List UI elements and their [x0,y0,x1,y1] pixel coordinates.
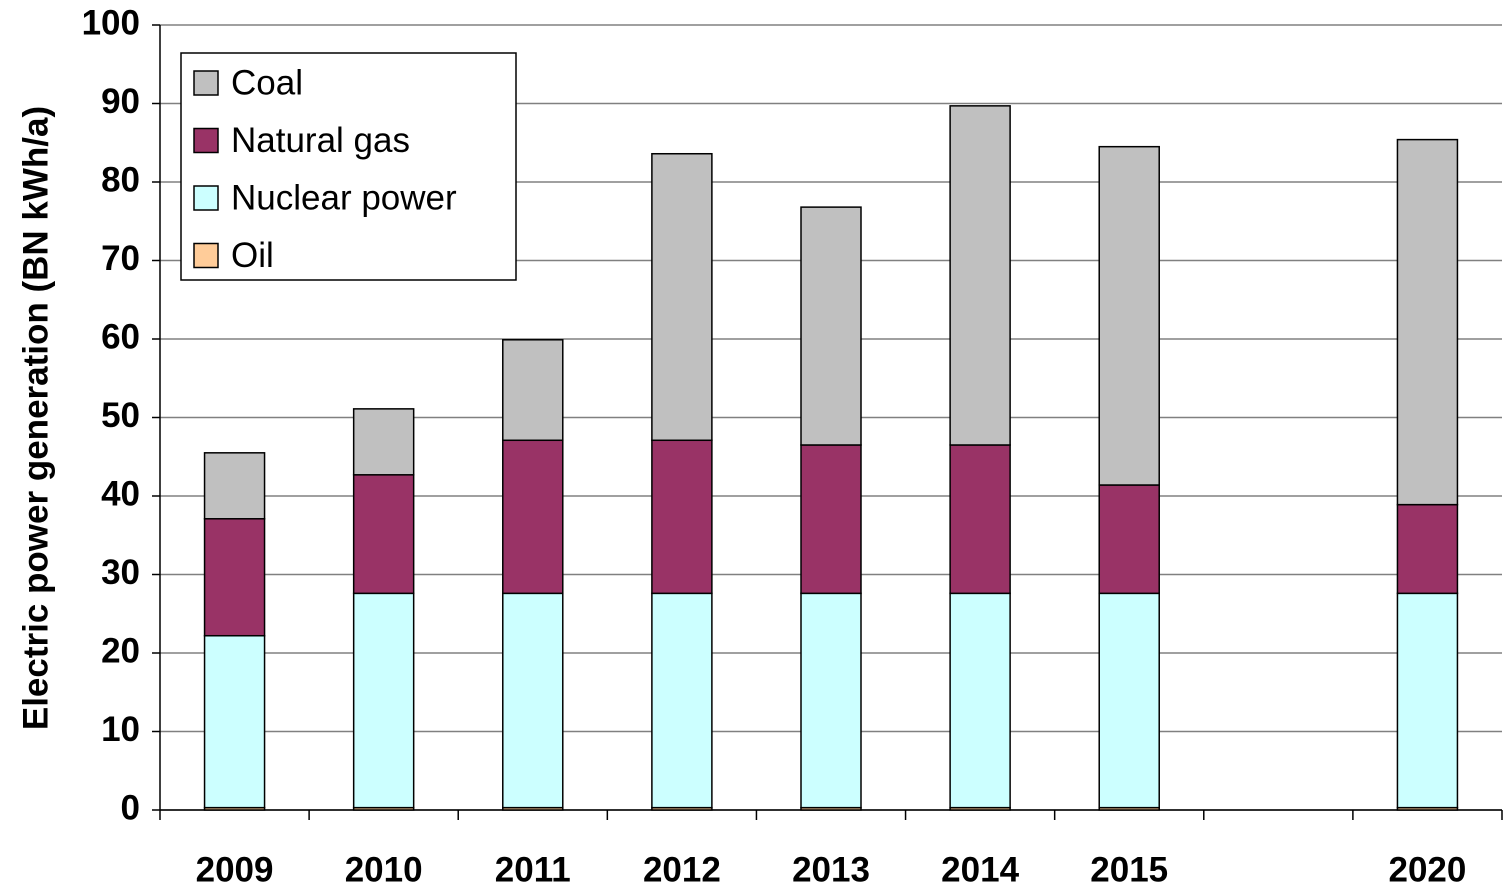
x-tick-label: 2011 [495,850,571,889]
legend-label: Nuclear power [231,178,457,217]
y-axis-label: Electric power generation (BN kWh/a) [16,106,55,730]
bar-segment [502,592,564,809]
legend-label: Coal [231,63,303,102]
bar-segment [203,452,266,520]
bar-segment [800,206,862,446]
bar-segment [651,592,713,809]
bar-segment [352,592,415,809]
y-tick-label: 80 [101,160,140,199]
x-tick-label: 2010 [345,850,423,889]
bar-segment [352,408,415,476]
x-tick-label: 2009 [196,850,274,889]
bar-segment [800,592,862,809]
y-tick-label: 10 [101,710,140,749]
bar-segment [800,444,862,595]
bar-segment [1396,592,1459,809]
legend-swatch [193,242,219,269]
legend-swatch [193,70,219,96]
y-tick-label: 30 [101,553,140,592]
legend-label: Oil [231,236,274,275]
bar-segment [949,105,1011,446]
x-tick-label: 2020 [1389,850,1467,889]
bar-segment [651,152,713,442]
bar-segment [1098,145,1160,486]
y-tick-label: 90 [101,82,140,121]
legend-swatch [193,185,219,211]
bar-segment [949,592,1011,809]
legend-swatch [193,127,219,154]
y-tick-label: 0 [121,788,140,827]
legend-box [180,52,517,281]
legend-label: Natural gas [231,121,410,160]
bar-segment [502,439,564,595]
y-tick-label: 20 [101,631,140,670]
y-tick-label: 70 [101,239,140,278]
y-tick-label: 100 [82,3,140,42]
y-tick-label: 40 [101,474,140,513]
bar-segment [1396,503,1459,595]
bar-segment [203,634,266,809]
bar-segment [1098,592,1160,809]
bar-segment [1396,138,1459,506]
x-tick-label: 2015 [1090,850,1168,889]
bar-segment [1098,484,1160,595]
bar-segment [651,439,713,595]
x-tick-label: 2012 [643,850,721,889]
y-tick-label: 60 [101,317,140,356]
bar-segment [502,339,564,442]
bar-segment [352,474,415,595]
x-tick-label: 2014 [941,850,1019,889]
y-tick-label: 50 [101,396,140,435]
bar-segment [949,444,1011,595]
bar-segment [203,518,266,637]
x-tick-label: 2013 [792,850,870,889]
